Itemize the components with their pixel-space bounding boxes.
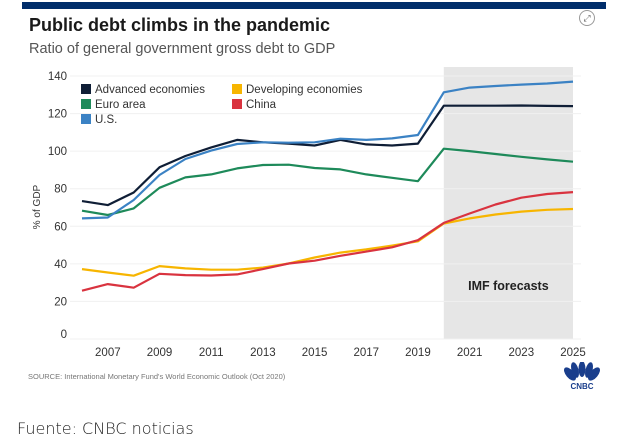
y-tick-label: 60 xyxy=(54,221,67,233)
legend-label: Euro area xyxy=(95,99,146,111)
x-tick-label: 2025 xyxy=(560,347,586,359)
x-tick-label: 2021 xyxy=(457,347,483,359)
forecast-shading xyxy=(443,67,573,339)
y-tick-label: 20 xyxy=(54,296,67,308)
top-accent-bar xyxy=(22,2,606,9)
forecast-label: IMF forecasts xyxy=(468,279,549,293)
legend-label: U.S. xyxy=(95,114,117,126)
x-tick-label: 2015 xyxy=(302,347,328,359)
legend-swatch xyxy=(81,114,91,124)
chart-subtitle: Ratio of general government gross debt t… xyxy=(29,41,336,57)
x-tick-label: 2007 xyxy=(95,347,121,359)
cnbc-logo: CNBC xyxy=(564,362,600,390)
series-line-advanced-economies xyxy=(81,104,574,207)
legend-label: Advanced economies xyxy=(95,84,205,96)
y-tick-label: 40 xyxy=(54,259,67,271)
legend-swatch xyxy=(232,84,242,94)
series-line-euro-area xyxy=(81,147,574,217)
series-line-u-s- xyxy=(81,80,574,220)
legend-label: China xyxy=(246,99,277,111)
legend-swatch xyxy=(232,99,242,109)
y-axis-label: % of GDP xyxy=(32,184,43,229)
y-tick-label: 140 xyxy=(48,71,67,83)
x-tick-label: 2019 xyxy=(405,347,431,359)
legend-swatch xyxy=(81,99,91,109)
y-tick-label: 100 xyxy=(48,146,67,158)
footer-caption: Fuente: CNBC noticias xyxy=(17,419,194,438)
x-tick-label: 2009 xyxy=(147,347,173,359)
x-tick-label: 2023 xyxy=(509,347,535,359)
expand-icon[interactable]: ⤢ xyxy=(579,10,595,26)
y-tick-label: 120 xyxy=(48,109,67,121)
series-line-developing-economies xyxy=(81,207,574,277)
svg-text:CNBC: CNBC xyxy=(570,382,593,390)
x-tick-label: 2011 xyxy=(199,347,224,359)
y-tick-label: 0 xyxy=(61,329,67,341)
x-tick-label: 2017 xyxy=(353,347,379,359)
series-line-china xyxy=(81,191,574,292)
legend-label: Developing economies xyxy=(246,84,363,96)
chart-title: Public debt climbs in the pandemic xyxy=(29,15,331,35)
legend-swatch xyxy=(81,84,91,94)
x-tick-label: 2013 xyxy=(250,347,276,359)
source-note: SOURCE: International Monetary Fund's Wo… xyxy=(28,372,286,381)
y-tick-label: 80 xyxy=(54,184,67,196)
